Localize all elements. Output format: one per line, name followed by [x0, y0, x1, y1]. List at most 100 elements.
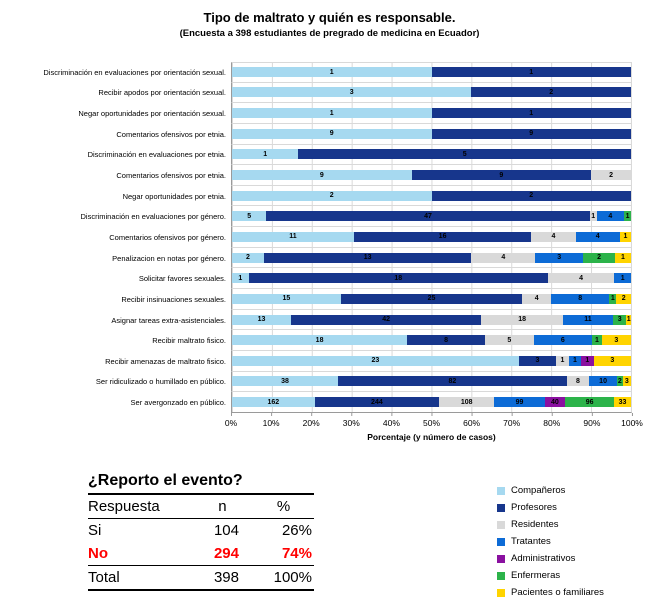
bar-segment: 1	[614, 273, 631, 284]
x-axis-title: Porcentaje (y número de casos)	[367, 432, 496, 442]
segment-value-label: 11	[289, 233, 297, 241]
segment-value-label: 5	[507, 336, 512, 344]
x-tick-label: 50%	[422, 418, 441, 428]
x-tick-label: 20%	[302, 418, 320, 428]
category-label: Discriminación en evaluaciones por etnia…	[87, 150, 226, 160]
segment-value-label: 2	[529, 192, 534, 200]
segment-value-label: 1	[626, 316, 631, 323]
bar-segment: 9	[431, 128, 631, 139]
bar-segment: 3	[601, 335, 631, 346]
stacked-bar: 162 244 108 99 40 96 33	[232, 397, 631, 408]
segment-value-label: 13	[363, 254, 372, 262]
category-label: Ser avergonzado en público.	[130, 398, 226, 408]
bar-segment: 1	[568, 355, 582, 366]
segment-value-label: 1	[529, 68, 534, 76]
bar-segment: 1	[589, 211, 597, 222]
legend-label: Administrativos	[511, 553, 576, 564]
bar-segment: 18	[481, 314, 563, 325]
category-label: Negar oportunidades por etnia.	[122, 191, 226, 201]
bar-segment: 1	[431, 108, 631, 119]
segment-value-label: 4	[579, 274, 584, 282]
chart-title: Tipo de maltrato y quién es responsable.	[203, 10, 456, 25]
report-table-body: Si 104 26% No 294 74% Total 398 100%	[88, 519, 314, 591]
bar-segment: 108	[439, 397, 495, 408]
stacked-bar: 38 82 8 10 2 3	[232, 376, 631, 387]
segment-value-label: 1	[263, 150, 268, 158]
bar-segment: 23	[232, 355, 519, 366]
segment-value-label: 33	[618, 398, 627, 406]
segment-value-label: 1	[621, 254, 625, 262]
report-table-cell: Si	[88, 522, 102, 539]
bar-segment: 25	[340, 293, 523, 304]
segment-value-label: 1	[610, 295, 615, 303]
chart-subtitle: (Encuesta a 398 estudiantes de pregrado …	[179, 28, 480, 39]
segment-value-label: 1	[591, 212, 596, 220]
category-label: Discriminación en evaluaciones por géner…	[80, 212, 227, 222]
bar-segment: 1	[619, 231, 631, 242]
segment-value-label: 9	[529, 130, 534, 138]
segment-value-label: 162	[267, 398, 280, 406]
chart-row: Recibir insinuaciones sexuales. 15 25 4 8 1 2	[6, 289, 632, 310]
legend-swatch-icon	[497, 571, 505, 580]
chart-row: Recibir amenazas de maltrato fisico. 23 3 1…	[6, 350, 632, 372]
segment-value-label: 1	[585, 357, 590, 365]
segment-value-label: 3	[624, 377, 629, 385]
segment-value-label: 8	[576, 377, 580, 385]
segment-value-label: 16	[438, 233, 447, 241]
segment-value-label: 1	[238, 274, 243, 282]
chart-row: Discriminación en evaluaciones por etnia…	[6, 144, 632, 166]
x-tick-label: 60%	[463, 418, 481, 428]
segment-value-label: 2	[609, 171, 613, 179]
stacked-bar: 15 25 4 8 1 2	[232, 293, 631, 304]
legend-swatch-icon	[497, 537, 505, 546]
bar-segment: 42	[290, 314, 482, 325]
bar-segment: 82	[338, 376, 567, 387]
category-label: Ser ridiculizado o humillado en público.	[95, 377, 226, 387]
segment-value-label: 2	[246, 254, 250, 262]
bar-segment: 47	[266, 211, 590, 222]
segment-value-label: 13	[257, 316, 266, 323]
segment-value-label: 11	[584, 316, 592, 323]
report-table-cell: 104	[213, 522, 239, 539]
category-label: Discriminación en evaluaciones por orien…	[43, 67, 226, 77]
report-table-header-cell: %	[252, 495, 314, 519]
legend-swatch-icon	[497, 486, 505, 495]
bar-segment: 2	[431, 190, 631, 201]
bar-segment: 8	[551, 293, 610, 304]
segment-value-label: 2	[549, 88, 554, 96]
stacked-bar: 1 18 4 1	[232, 273, 631, 284]
chart-row: Comentarios ofensivos por género. 11 16 4 4 1	[6, 227, 632, 248]
bar-segment: 1	[624, 211, 631, 222]
category-label: Solicitar favores sexuales.	[138, 274, 226, 284]
bar-segment: 3	[535, 252, 584, 263]
bar-segment: 1	[592, 335, 602, 346]
x-tick-label: 80%	[543, 418, 561, 428]
legend-item: Enfermeras	[497, 567, 604, 584]
x-tick-label: 90%	[583, 418, 601, 428]
segment-value-label: 25	[427, 295, 436, 303]
stacked-bar: 9 9 2	[232, 170, 631, 181]
chart-row: Recibir maltrato fisico. 18 8 5 6 1 3	[6, 330, 632, 351]
segment-value-label: 8	[578, 295, 583, 303]
legend-swatch-icon	[497, 503, 505, 512]
report-table-cell: 74%	[281, 545, 312, 562]
bar-segment: 9	[411, 170, 592, 181]
segment-value-label: 3	[614, 336, 619, 344]
bar-segment: 6	[533, 335, 593, 346]
bar-track: 18 8 5 6 1 3	[231, 330, 632, 351]
report-table-header-cell: n	[191, 495, 253, 519]
stacked-bar: 5 47 1 4 1	[232, 211, 631, 222]
segment-value-label: 23	[371, 357, 380, 365]
bar-segment: 1	[431, 67, 631, 78]
bar-track: 162 244 108 99 40 96 33	[231, 392, 632, 413]
x-tick-label: 40%	[382, 418, 400, 428]
bar-segment: 13	[232, 314, 291, 325]
segment-value-label: 40	[551, 398, 559, 406]
